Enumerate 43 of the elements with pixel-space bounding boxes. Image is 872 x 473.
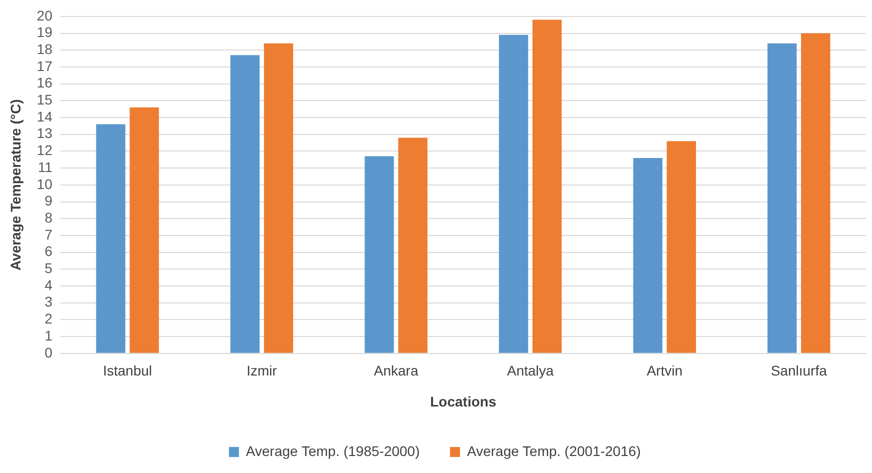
x-tick-label: Antalya	[506, 362, 554, 379]
y-tick-label: 16	[36, 74, 53, 91]
legend-label: Average Temp. (1985-2000)	[246, 442, 420, 459]
bar	[801, 33, 830, 353]
x-tick-label: Sanlıurfa	[770, 362, 828, 379]
x-tick-label: Artvin	[646, 362, 682, 379]
y-tick-label: 1	[44, 327, 53, 344]
y-tick-label: 3	[44, 294, 53, 310]
bar	[264, 43, 294, 353]
y-tick-label: 7	[44, 226, 53, 242]
bar	[498, 34, 528, 353]
y-tick-label: 14	[36, 108, 53, 124]
bar	[633, 158, 662, 353]
bar	[666, 141, 696, 353]
legend-label: Average Temp. (2001-2016)	[467, 442, 641, 459]
y-tick-label: 19	[36, 24, 53, 40]
y-tick-label: 6	[44, 243, 53, 260]
bar	[767, 43, 797, 353]
bar	[96, 124, 126, 353]
y-tick-label: 20	[36, 7, 53, 24]
y-tick-label: 11	[38, 158, 53, 175]
y-tick-label: 12	[36, 142, 53, 158]
y-tick-label: 18	[36, 40, 53, 57]
x-tick-label: Ankara	[374, 362, 418, 379]
bar	[532, 20, 562, 353]
bar	[130, 107, 159, 353]
y-tick-label: 5	[44, 260, 53, 276]
bar	[230, 55, 260, 353]
y-axis-title: Average Temperature (°C)	[7, 99, 24, 271]
y-tick-label: 9	[44, 192, 53, 209]
y-tick-label: 15	[36, 92, 53, 108]
y-tick-label: 2	[44, 310, 53, 327]
y-tick-label: 0	[44, 344, 53, 360]
y-tick-label: 4	[44, 276, 53, 293]
bar	[398, 138, 428, 353]
y-tick-label: 17	[36, 58, 53, 74]
x-tick-label: Izmir	[246, 362, 278, 379]
y-tick-label: 10	[36, 176, 53, 192]
y-tick-label: 8	[44, 209, 53, 226]
y-tick-label: 13	[36, 125, 53, 142]
x-axis-title: Locations	[430, 393, 496, 410]
x-tick-label: Istanbul	[102, 362, 152, 379]
bar	[364, 156, 394, 353]
